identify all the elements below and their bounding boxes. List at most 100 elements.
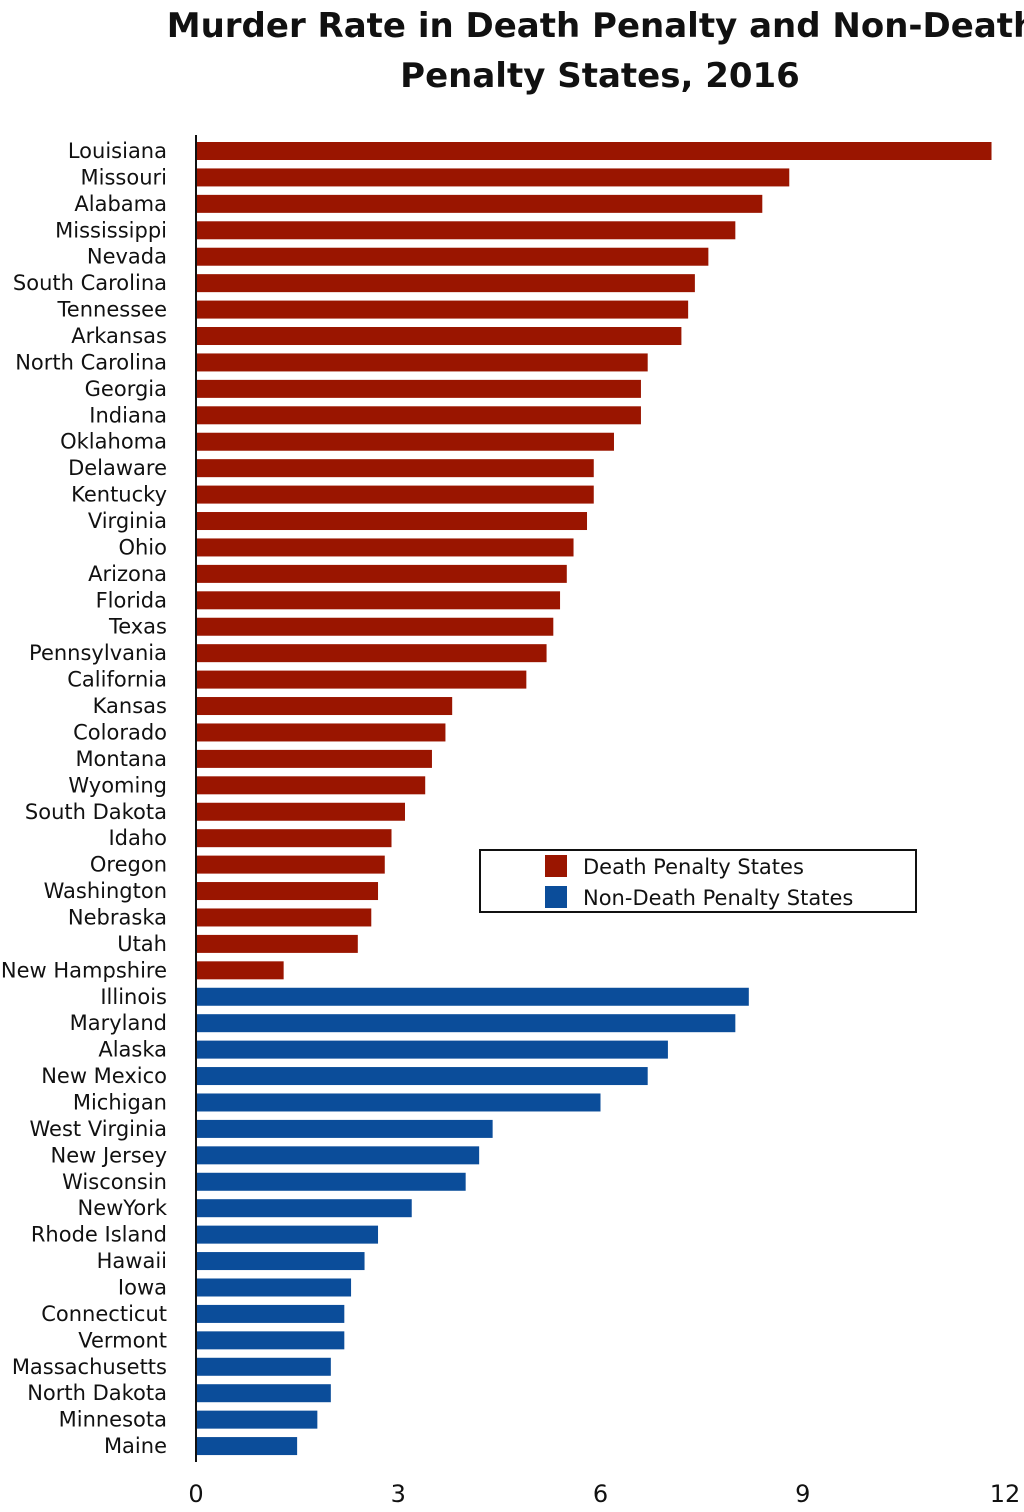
bar-delaware (196, 459, 594, 478)
bar-colorado (196, 723, 446, 742)
category-label: South Carolina (13, 271, 167, 295)
category-label: Delaware (68, 456, 167, 480)
category-label: Massachusetts (12, 1355, 167, 1379)
category-label: Pennsylvania (29, 641, 167, 665)
category-label: Utah (117, 932, 167, 956)
bars-group (196, 142, 992, 1456)
category-label: NewYork (78, 1196, 168, 1220)
bar-north-carolina (196, 353, 648, 372)
category-label: Maryland (70, 1011, 167, 1035)
category-label: Idaho (108, 826, 167, 850)
bar-tennessee (196, 300, 689, 319)
bar-new-hampshire (196, 961, 284, 980)
category-label: Montana (75, 747, 167, 771)
category-label: Connecticut (41, 1302, 167, 1326)
bar-utah (196, 934, 358, 953)
category-label: North Dakota (27, 1381, 167, 1405)
bar-south-dakota (196, 802, 405, 821)
category-label: New Jersey (50, 1143, 167, 1167)
category-label: Wyoming (68, 773, 167, 797)
category-label: Louisiana (68, 139, 167, 163)
bar-new-jersey (196, 1146, 480, 1165)
bar-south-carolina (196, 274, 695, 293)
bar-mississippi (196, 221, 736, 240)
category-label: Mississippi (55, 218, 167, 242)
x-axis-ticks: 0 3 6 9 12 (188, 1480, 1020, 1508)
bar-montana (196, 749, 432, 768)
category-label: West Virginia (30, 1117, 167, 1141)
bar-wyoming (196, 776, 426, 795)
bar-north-dakota (196, 1384, 331, 1403)
bar-florida (196, 591, 561, 610)
category-label: Missouri (81, 165, 167, 189)
bar-arkansas (196, 327, 682, 346)
category-label: Washington (44, 879, 167, 903)
bar-missouri (196, 168, 790, 187)
x-tick-label: 3 (391, 1480, 406, 1508)
category-label: Georgia (85, 377, 167, 401)
bar-alabama (196, 194, 763, 213)
x-tick-label: 9 (795, 1480, 810, 1508)
category-label: Virginia (88, 509, 167, 533)
bar-california (196, 670, 527, 689)
bar-minnesota (196, 1410, 318, 1429)
bar-new-mexico (196, 1067, 648, 1086)
category-label: Oklahoma (60, 430, 167, 454)
bar-nevada (196, 247, 709, 266)
category-label: Nebraska (68, 905, 167, 929)
bar-rhode-island (196, 1225, 379, 1244)
chart-title-line-2: Penalty States, 2016 (400, 56, 800, 96)
legend-label-non-death-penalty: Non-Death Penalty States (583, 886, 853, 910)
bar-texas (196, 617, 554, 636)
category-label: New Hampshire (1, 958, 167, 982)
legend: Death Penalty States Non-Death Penalty S… (479, 849, 917, 913)
bar-indiana (196, 406, 641, 425)
category-label: North Carolina (15, 350, 167, 374)
legend-swatch-non-death-penalty (545, 886, 567, 908)
category-label: Florida (96, 588, 167, 612)
bar-connecticut (196, 1304, 345, 1323)
bar-vermont (196, 1331, 345, 1350)
category-label: Kentucky (71, 483, 167, 507)
category-label: Rhode Island (31, 1223, 167, 1247)
bar-maine (196, 1437, 298, 1456)
x-tick-label: 0 (188, 1480, 203, 1508)
category-label: New Mexico (41, 1064, 167, 1088)
category-label: Arkansas (71, 324, 167, 348)
category-label: Alabama (74, 192, 167, 216)
category-label: Maine (104, 1434, 167, 1458)
category-label: Ohio (118, 535, 167, 559)
bar-virginia (196, 512, 588, 531)
bar-hawaii (196, 1252, 365, 1271)
x-tick-label: 12 (990, 1480, 1021, 1508)
category-label: South Dakota (25, 800, 167, 824)
bar-oregon (196, 855, 385, 874)
bar-nebraska (196, 908, 372, 927)
bar-ohio (196, 538, 574, 557)
bar-massachusetts (196, 1357, 331, 1376)
legend-label-death-penalty: Death Penalty States (583, 855, 804, 879)
bar-kansas (196, 697, 453, 716)
category-label: Kansas (93, 694, 167, 718)
category-label: Minnesota (59, 1408, 167, 1432)
chart-title-line-1: Murder Rate in Death Penalty and Non-Dea… (167, 6, 1024, 46)
category-label: Nevada (87, 245, 167, 269)
category-label: Michigan (73, 1090, 167, 1114)
x-tick-label: 6 (593, 1480, 608, 1508)
category-label: Illinois (100, 985, 167, 1009)
bar-kentucky (196, 485, 594, 504)
bar-wisconsin (196, 1172, 466, 1191)
category-label: Wisconsin (62, 1170, 167, 1194)
category-label: Colorado (73, 720, 167, 744)
bar-georgia (196, 379, 641, 398)
bar-louisiana (196, 142, 992, 160)
category-label: Tennessee (57, 298, 167, 322)
category-label: Indiana (89, 403, 167, 427)
category-label: Hawaii (97, 1249, 167, 1273)
category-label: Arizona (88, 562, 167, 586)
category-label: Texas (108, 615, 167, 639)
bar-alaska (196, 1040, 668, 1059)
bar-newyork (196, 1199, 412, 1218)
legend-swatch-death-penalty (545, 855, 567, 877)
